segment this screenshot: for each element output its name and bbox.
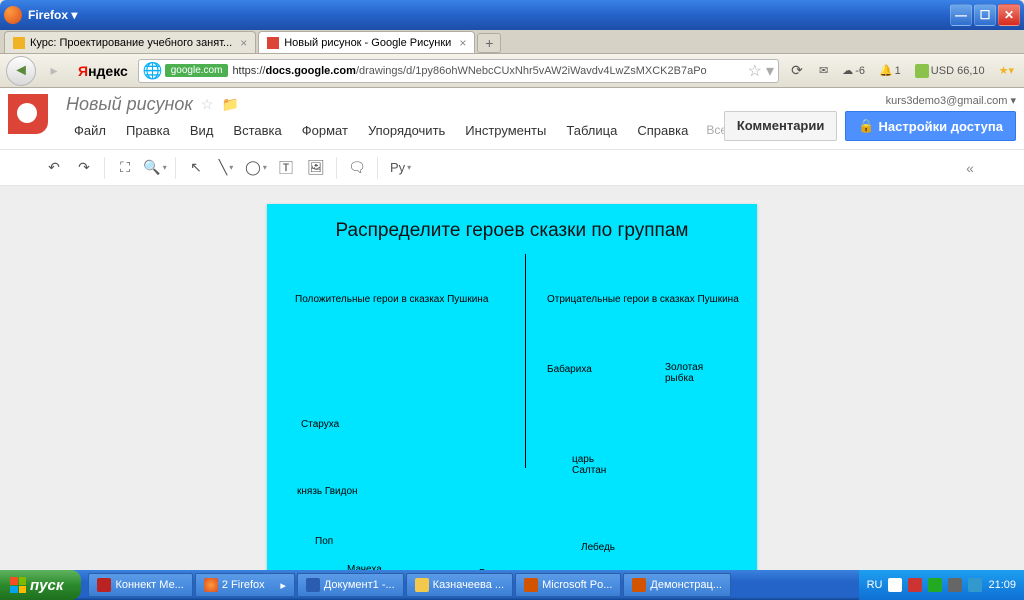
tab-2[interactable]: Новый рисунок - Google Рисунки × (258, 31, 475, 53)
tray-icon[interactable] (928, 578, 942, 592)
tray-icon[interactable] (888, 578, 902, 592)
drawing-canvas[interactable]: Распределите героев сказки по группам По… (267, 204, 757, 570)
url-input[interactable]: 🌐 google.com https://docs.google.com/dra… (138, 59, 779, 83)
text-right-header[interactable]: Отрицательные герои в сказках Пушкина (547, 294, 739, 305)
weather-chip[interactable]: ☁ -6 (838, 62, 869, 79)
redo-button[interactable]: ↷ (70, 155, 98, 181)
undo-button[interactable]: ↶ (40, 155, 68, 181)
start-button[interactable]: пуск (0, 570, 81, 600)
taskbar: пуск Коннект Ме... 2 Firefox▸ Документ1 … (0, 570, 1024, 600)
image-button[interactable]: 🖼 (302, 155, 330, 181)
star-icon[interactable]: ★▾ (995, 62, 1018, 79)
globe-icon: 🌐 (143, 61, 163, 81)
comments-button[interactable]: Комментарии (724, 111, 838, 141)
toolbar: ↶ ↷ ⛶ 🔍▾ ↖ ╲▾ ◯▾ 🅃 🖼 🗨 Ру ▾ « (0, 150, 1024, 186)
menu-format[interactable]: Формат (294, 119, 356, 142)
nav-bar: ◄ ▸ Яндекс 🌐 google.com https://docs.goo… (0, 54, 1024, 88)
reload-button[interactable]: ⟳ (783, 58, 811, 84)
tab-label: Курс: Проектирование учебного занят... (30, 37, 232, 49)
task-item[interactable]: Microsoft Po... (515, 573, 621, 597)
text-left-header[interactable]: Положительные герои в сказках Пушкина (295, 294, 488, 305)
menu-view[interactable]: Вид (182, 119, 222, 142)
app-header: Новый рисунок ☆ 📁 Файл Правка Вид Вставк… (0, 88, 1024, 150)
tray-icon[interactable] (948, 578, 962, 592)
tab-close-icon[interactable]: × (459, 36, 466, 50)
tab-1[interactable]: Курс: Проектирование учебного занят... × (4, 31, 256, 53)
doc-name[interactable]: Новый рисунок (66, 94, 193, 115)
rss-icon[interactable]: ▾ (766, 61, 774, 81)
menu-arrange[interactable]: Упорядочить (360, 119, 453, 142)
text-zolotaya[interactable]: Золотая рыбка (665, 362, 703, 384)
lang-indicator[interactable]: RU (867, 579, 883, 591)
text-gvidon[interactable]: князь Гвидон (297, 486, 358, 497)
task-item[interactable]: Документ1 -... (297, 573, 404, 597)
task-item[interactable]: Казначеева ... (406, 573, 513, 597)
tab-label: Новый рисунок - Google Рисунки (284, 37, 451, 49)
firefox-icon (4, 6, 22, 24)
collapse-button[interactable]: « (956, 155, 984, 181)
site-badge: google.com (165, 64, 229, 77)
tab-strip: Курс: Проектирование учебного занят... ×… (0, 30, 1024, 54)
tray-icon[interactable] (908, 578, 922, 592)
minimize-button[interactable]: — (950, 4, 972, 26)
comment-button[interactable]: 🗨 (343, 155, 371, 181)
menu-insert[interactable]: Вставка (225, 119, 289, 142)
folder-icon[interactable]: 📁 (221, 96, 238, 113)
text-lebed[interactable]: Лебедь (581, 542, 615, 553)
clock[interactable]: 21:09 (988, 579, 1016, 591)
star-icon[interactable]: ☆ (201, 96, 214, 113)
text-tsar[interactable]: царь Салтан (572, 454, 606, 476)
favicon-icon (13, 37, 25, 49)
zoom-fit-button[interactable]: ⛶ (111, 155, 139, 181)
notif-chip[interactable]: 🔔 1 (875, 62, 905, 79)
maximize-button[interactable]: ☐ (974, 4, 996, 26)
line-button[interactable]: ╲▾ (212, 155, 240, 181)
shape-button[interactable]: ◯▾ (242, 155, 270, 181)
text-babarikha[interactable]: Бабариха (547, 364, 592, 375)
menu-table[interactable]: Таблица (558, 119, 625, 142)
forward-button[interactable]: ▸ (40, 58, 68, 84)
new-tab-button[interactable]: + (477, 33, 501, 53)
mail-icon[interactable]: ✉ (815, 62, 832, 79)
window-titlebar: Firefox ▾ — ☐ ✕ (0, 0, 1024, 30)
menu-tools[interactable]: Инструменты (457, 119, 554, 142)
close-button[interactable]: ✕ (998, 4, 1020, 26)
text-pop[interactable]: Поп (315, 536, 333, 547)
divider-line[interactable] (525, 254, 526, 468)
menu-bar: Файл Правка Вид Вставка Формат Упорядочи… (66, 116, 790, 144)
lock-icon: 🔒 (858, 118, 874, 134)
search-label[interactable]: Яндекс (72, 63, 134, 79)
textbox-button[interactable]: 🅃 (272, 155, 300, 181)
bookmark-icon[interactable]: ☆ (748, 61, 762, 81)
tab-close-icon[interactable]: × (240, 36, 247, 50)
back-button[interactable]: ◄ (6, 56, 36, 86)
user-email[interactable]: kurs3demo3@gmail.com ▾ (886, 94, 1016, 107)
task-item[interactable]: 2 Firefox▸ (195, 573, 295, 597)
menu-edit[interactable]: Правка (118, 119, 178, 142)
usd-chip[interactable]: USD 66,10 (911, 62, 989, 80)
select-button[interactable]: ↖ (182, 155, 210, 181)
favicon-icon (267, 37, 279, 49)
window-title[interactable]: Firefox ▾ (28, 8, 77, 22)
drawing-title[interactable]: Распределите героев сказки по группам (267, 204, 757, 242)
zoom-button[interactable]: 🔍▾ (141, 155, 169, 181)
menu-help[interactable]: Справка (629, 119, 696, 142)
task-item[interactable]: Демонстрац... (623, 573, 731, 597)
share-button[interactable]: 🔒Настройки доступа (845, 111, 1016, 141)
drawings-logo-icon[interactable] (8, 94, 48, 134)
task-item[interactable]: Коннект Ме... (88, 573, 192, 597)
text-starukha[interactable]: Старуха (301, 419, 339, 430)
canvas-area[interactable]: Распределите героев сказки по группам По… (0, 186, 1024, 570)
script-button[interactable]: Ру ▾ (384, 155, 417, 181)
system-tray[interactable]: RU 21:09 (859, 570, 1024, 600)
tray-icon[interactable] (968, 578, 982, 592)
windows-icon (10, 577, 26, 593)
menu-file[interactable]: Файл (66, 119, 114, 142)
